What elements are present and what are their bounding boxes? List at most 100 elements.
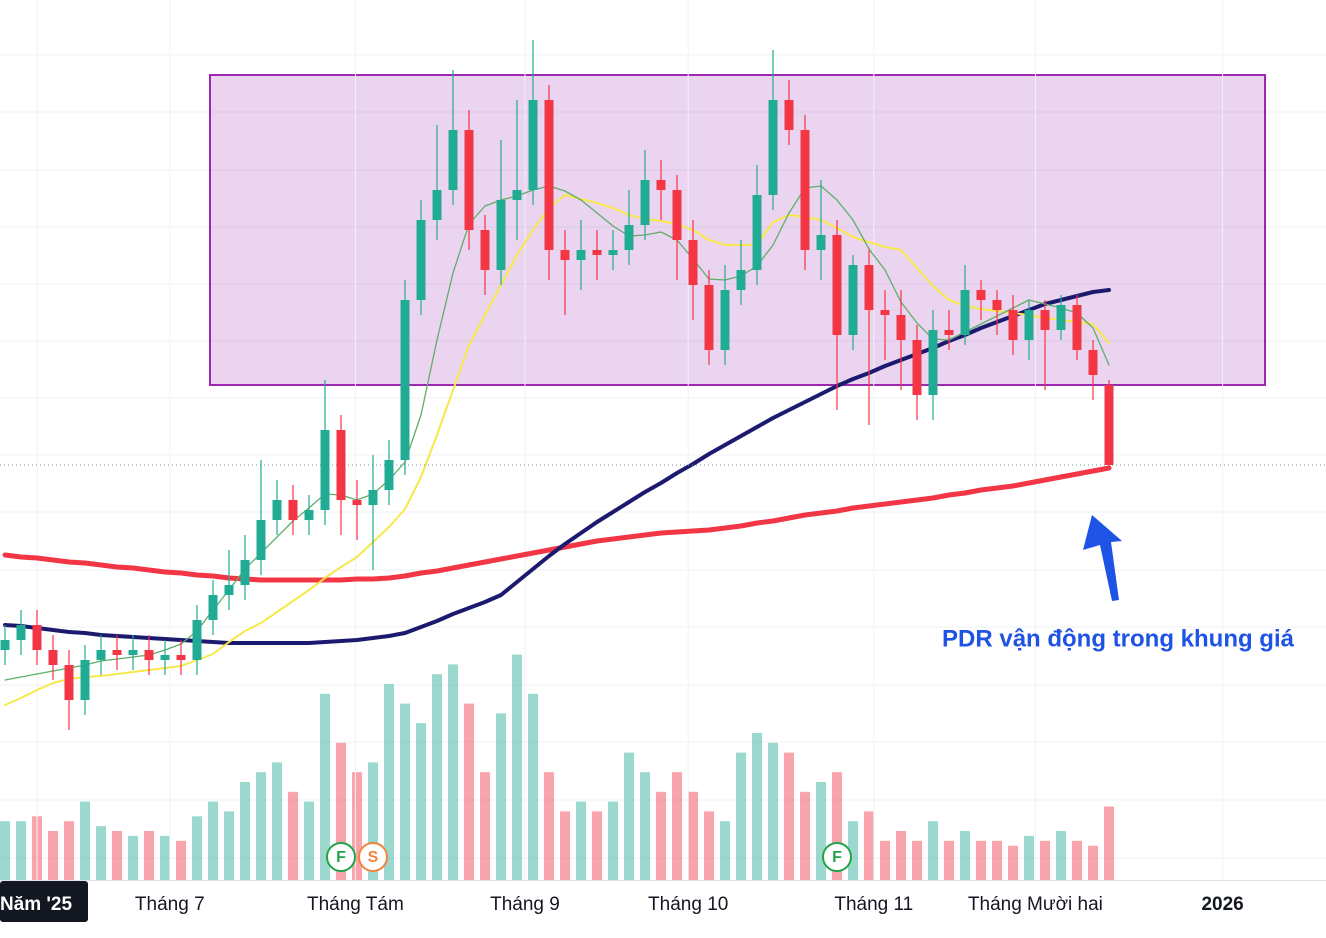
candle-body <box>736 270 746 290</box>
volume-bar <box>144 831 154 880</box>
volume-bar <box>608 801 618 880</box>
candle-body <box>64 665 74 700</box>
arrow <box>1083 515 1122 601</box>
volume-bar <box>1088 845 1098 880</box>
candle-body <box>928 330 938 395</box>
candle-body <box>496 200 506 270</box>
volume-bar <box>352 772 362 880</box>
volume-bar <box>416 723 426 880</box>
annotation: PDR vận động trong khung giá <box>942 625 1295 652</box>
range-box <box>209 74 1266 386</box>
volume-bar <box>560 811 570 880</box>
candle-body <box>144 650 154 660</box>
volume-bar <box>432 674 442 880</box>
volume-bar <box>192 816 202 880</box>
event-marker <box>358 842 388 872</box>
candle-body <box>720 290 730 350</box>
volume-bar <box>912 840 922 880</box>
event-label: F <box>336 849 346 866</box>
candle-body <box>912 340 922 395</box>
volume-bar <box>96 826 106 880</box>
candle-body <box>80 660 90 700</box>
volume-bar <box>480 772 490 880</box>
volume-bar <box>1040 840 1050 880</box>
volume-bar <box>304 801 314 880</box>
candle-body <box>624 225 634 250</box>
volume-bar <box>320 693 330 880</box>
candle-body <box>960 290 970 335</box>
candle-body <box>544 100 554 250</box>
grid <box>0 54 1326 859</box>
moving-average <box>4 185 1110 681</box>
candle-body <box>768 100 778 195</box>
candle-body <box>752 195 762 270</box>
volume-bar <box>112 831 122 880</box>
x-tick-label: Tháng 11 <box>834 894 913 915</box>
volume-bar <box>704 811 714 880</box>
x-tick-label: Tháng 9 <box>490 894 560 915</box>
volume-bar <box>16 821 26 880</box>
volume-bar <box>768 742 778 880</box>
candle-body <box>448 130 458 190</box>
candle-body <box>1072 305 1082 350</box>
candle-body <box>304 510 314 520</box>
candle-body <box>528 100 538 190</box>
volume-bar <box>992 840 1002 880</box>
volume-bar <box>640 772 650 880</box>
candle-body <box>864 265 874 310</box>
x-tick-label: Năm '25 <box>0 894 72 915</box>
volume-bar <box>528 693 538 880</box>
candle-body <box>976 290 986 300</box>
volume-bar <box>160 835 170 880</box>
volume-bar <box>128 835 138 880</box>
volume-bar <box>592 811 602 880</box>
volume-bar <box>1056 831 1066 880</box>
volume-bar <box>48 831 58 880</box>
volume-bar <box>736 752 746 880</box>
volume-bar <box>80 801 90 880</box>
volume-bar <box>0 821 10 880</box>
candle-body <box>400 300 410 460</box>
volume-bar <box>896 831 906 880</box>
candle-body <box>640 180 650 225</box>
event-marker <box>326 842 356 872</box>
candle-body <box>1024 310 1034 340</box>
x-tick-label: Tháng Tám <box>307 894 404 915</box>
event-label: S <box>368 849 379 866</box>
volume-bar <box>880 840 890 880</box>
volume-bar <box>256 772 266 880</box>
x-tick-label: Tháng Mười hai <box>968 894 1103 915</box>
candle-body <box>848 265 858 335</box>
volume-bar <box>176 840 186 880</box>
volume-bar <box>288 791 298 880</box>
candle-body <box>32 625 42 650</box>
volume-bar <box>208 801 218 880</box>
candle-body <box>208 595 218 620</box>
candle-body <box>560 250 570 260</box>
moving-average <box>3 288 1111 645</box>
volume-bar <box>816 782 826 880</box>
volume-bar <box>1104 806 1114 880</box>
candle-body <box>1088 350 1098 375</box>
candle-body <box>592 250 602 255</box>
volume-bar <box>512 654 522 880</box>
candle-body <box>1040 310 1050 330</box>
volume-bar <box>1024 835 1034 880</box>
volume-bar <box>1008 845 1018 880</box>
volume-bar <box>960 831 970 880</box>
volume-bar <box>496 713 506 880</box>
candle-body <box>16 625 26 640</box>
volume-bar <box>464 703 474 880</box>
volume-bar <box>784 752 794 880</box>
moving-average <box>4 194 1110 706</box>
candle-body <box>656 180 666 190</box>
candle-body <box>800 130 810 250</box>
candle-body <box>112 650 122 655</box>
x-tick-label: Tháng 10 <box>648 894 728 915</box>
candle-body <box>784 100 794 130</box>
x-tick-label: 2026 <box>1201 894 1243 915</box>
volume-bar <box>1072 840 1082 880</box>
volume-bar <box>64 821 74 880</box>
volume-bar <box>272 762 282 880</box>
